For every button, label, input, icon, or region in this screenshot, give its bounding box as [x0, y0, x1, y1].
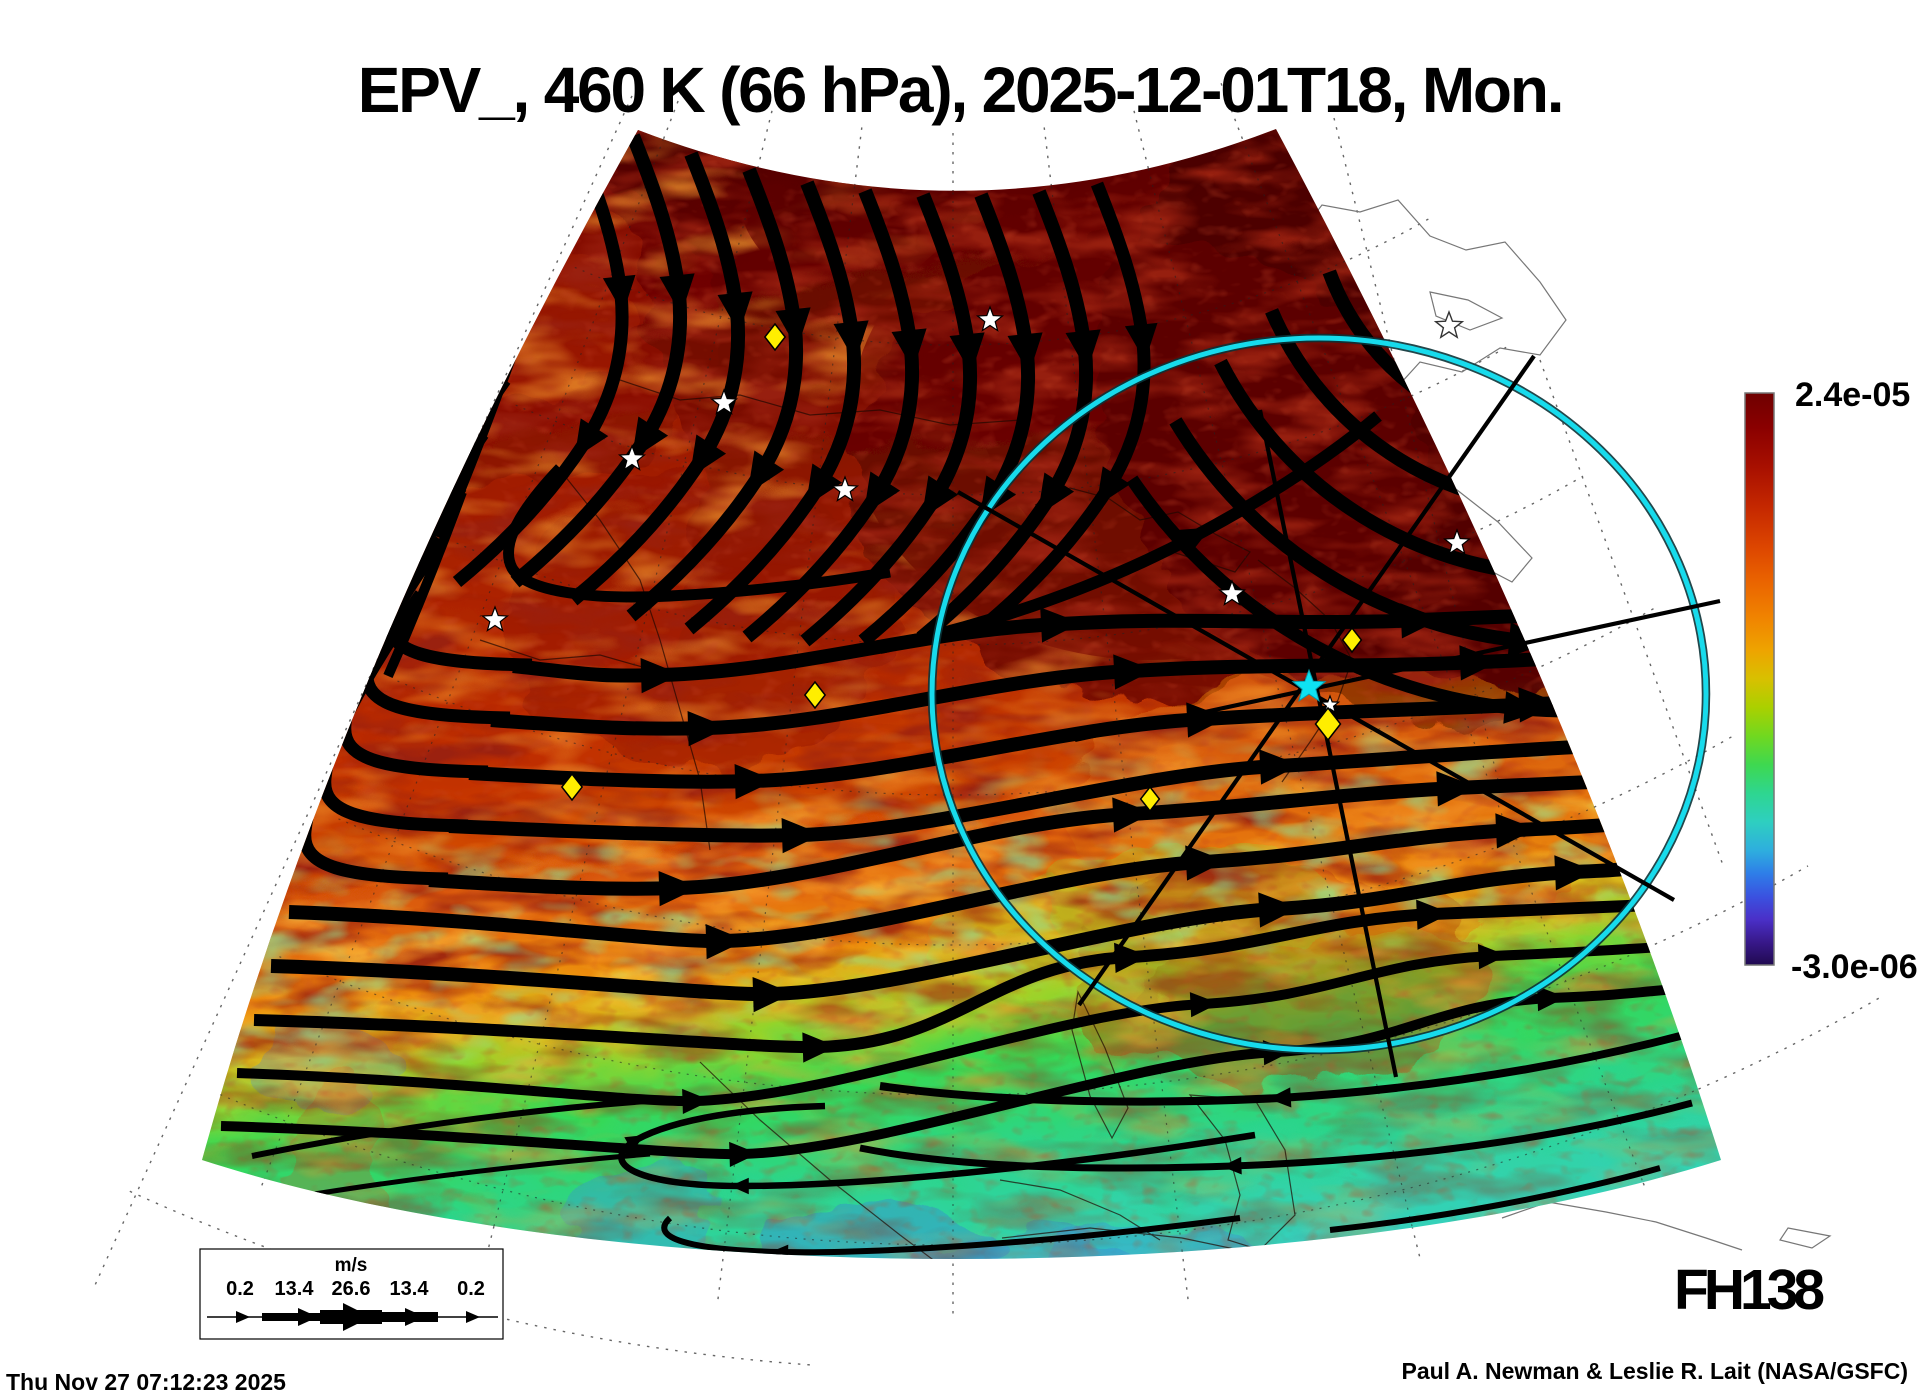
svg-text:13.4: 13.4: [275, 1278, 315, 1300]
svg-text:Thu Nov 27 07:12:23 2025: Thu Nov 27 07:12:23 2025: [6, 1369, 286, 1394]
svg-text:13.4: 13.4: [390, 1278, 430, 1300]
svg-text:-3.0e-06: -3.0e-06: [1791, 948, 1918, 986]
svg-text:EPV_, 460 K (66 hPa), 2025-12-: EPV_, 460 K (66 hPa), 2025-12-01T18, Mon…: [358, 54, 1563, 126]
svg-text:2.4e-05: 2.4e-05: [1795, 376, 1910, 414]
svg-text:26.6: 26.6: [332, 1278, 371, 1300]
svg-text:FH138: FH138: [1674, 1258, 1823, 1322]
svg-text:0.2: 0.2: [457, 1278, 485, 1300]
svg-text:m/s: m/s: [335, 1255, 368, 1276]
svg-text:Paul A. Newman & Leslie R. Lai: Paul A. Newman & Leslie R. Lait (NASA/GS…: [1401, 1358, 1908, 1384]
svg-text:0.2: 0.2: [226, 1278, 254, 1300]
